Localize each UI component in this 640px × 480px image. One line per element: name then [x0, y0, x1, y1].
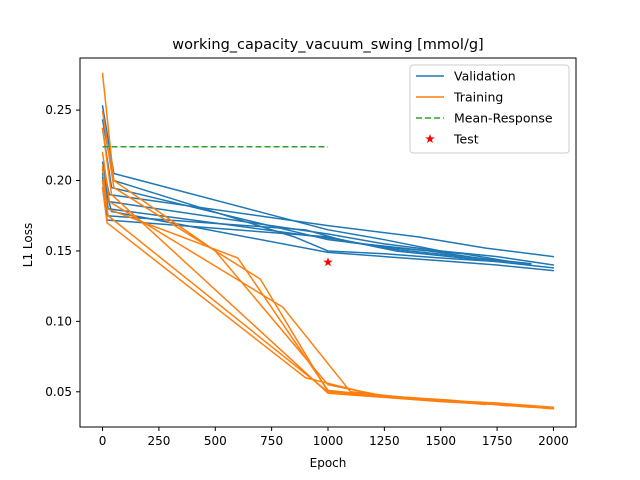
- legend-box: [409, 64, 570, 154]
- validation-line-run-8: [101, 172, 532, 265]
- x-tick-label-1250: 1250: [369, 434, 400, 448]
- x-tick-label-500: 500: [204, 434, 227, 448]
- x-tick-label-2000: 2000: [538, 434, 569, 448]
- legend-label-training: Training: [453, 90, 503, 105]
- legend-marker-test: [425, 134, 435, 144]
- x-tick-label-1000: 1000: [313, 434, 344, 448]
- x-tick-label-1500: 1500: [425, 434, 456, 448]
- y-tick-label-1: 0.10: [45, 314, 72, 328]
- legend-label-test: Test: [453, 132, 479, 147]
- x-axis: 0 250 500 750 1000 1250 1500 1750 2000: [99, 427, 569, 448]
- legend: Validation Training Mean-Response Test: [409, 64, 570, 154]
- y-tick-label-3: 0.20: [45, 174, 72, 188]
- x-tick-label-0: 0: [99, 434, 107, 448]
- y-tick-label-4: 0.25: [45, 103, 72, 117]
- series-layer: [101, 72, 555, 410]
- legend-label-validation: Validation: [454, 69, 516, 84]
- x-tick-label-250: 250: [147, 434, 170, 448]
- x-axis-label: Epoch: [310, 456, 347, 470]
- y-axis: 0.05 0.10 0.15 0.20 0.25: [45, 103, 80, 399]
- x-tick-label-1750: 1750: [482, 434, 513, 448]
- y-tick-label-0: 0.05: [45, 385, 72, 399]
- y-tick-label-2: 0.15: [45, 244, 72, 258]
- training-line-run-7: [101, 186, 532, 409]
- validation-line-run-5: [101, 168, 453, 254]
- validation-line-run-9: [101, 176, 555, 272]
- legend-label-mean-response: Mean-Response: [454, 111, 553, 126]
- test-marker-1: [323, 257, 333, 267]
- chart-title: working_capacity_vacuum_swing [mmol/g]: [172, 37, 483, 53]
- y-axis-label: L1 Loss: [21, 223, 35, 267]
- x-tick-label-750: 750: [260, 434, 283, 448]
